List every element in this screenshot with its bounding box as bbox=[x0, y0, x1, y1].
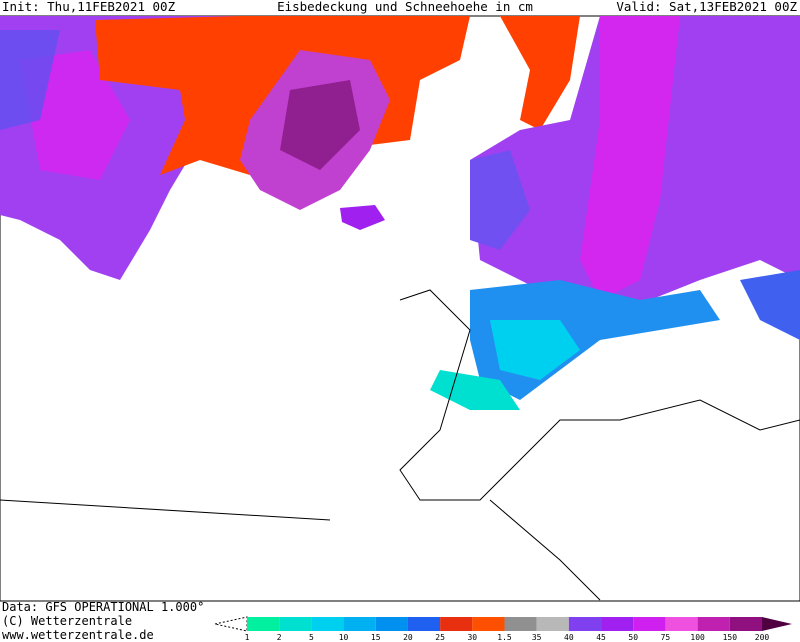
legend-label: 25 bbox=[435, 633, 445, 642]
legend-label: 40 bbox=[564, 633, 574, 642]
legend-swatch bbox=[375, 617, 408, 631]
init-time: Init: Thu,11FEB2021 00Z bbox=[2, 0, 176, 14]
legend-label: 5 bbox=[309, 633, 314, 642]
color-legend: 1 2 5 10 15 20 25 30 1.5 35 40 45 50 75 100 150 200 bbox=[245, 617, 792, 642]
legend-swatch bbox=[440, 617, 473, 631]
map-title: Eisbedeckung und Schneehoehe in cm bbox=[277, 0, 533, 14]
legend-label: 45 bbox=[596, 633, 606, 642]
copyright: (C) Wetterzentrale bbox=[2, 614, 132, 628]
legend-swatch bbox=[601, 617, 634, 631]
legend-swatch bbox=[472, 617, 505, 631]
legend-swatch bbox=[568, 617, 602, 631]
legend-label: 30 bbox=[467, 633, 477, 642]
website: www.wetterzentrale.de bbox=[2, 628, 154, 642]
legend-swatch bbox=[665, 617, 698, 631]
legend-label: 15 bbox=[371, 633, 381, 642]
legend-label: 100 bbox=[690, 633, 705, 642]
legend-label: 150 bbox=[723, 633, 738, 642]
legend-label: 20 bbox=[403, 633, 413, 642]
legend-overflow bbox=[762, 617, 792, 631]
legend-swatch bbox=[504, 617, 537, 631]
legend-label: 10 bbox=[339, 633, 349, 642]
legend-label: 50 bbox=[628, 633, 638, 642]
legend-label: 75 bbox=[661, 633, 671, 642]
legend-label: 1 bbox=[245, 633, 250, 642]
legend-label: 1.5 bbox=[497, 633, 512, 642]
legend-swatch bbox=[311, 617, 344, 631]
legend-swatch bbox=[247, 617, 280, 631]
data-source: Data: GFS OPERATIONAL 1.000° bbox=[2, 600, 204, 614]
legend-swatch bbox=[536, 617, 569, 631]
valid-time: Valid: Sat,13FEB2021 00Z bbox=[616, 0, 797, 14]
legend-swatch bbox=[279, 617, 312, 631]
legend-swatch bbox=[633, 617, 666, 631]
legend-label: 200 bbox=[755, 633, 770, 642]
legend-label: 35 bbox=[532, 633, 542, 642]
legend-swatch bbox=[697, 617, 730, 631]
legend-swatch bbox=[343, 617, 376, 631]
legend-swatch bbox=[407, 617, 441, 631]
legend-label: 2 bbox=[277, 633, 282, 642]
legend-swatch bbox=[729, 617, 762, 631]
legend-underflow bbox=[214, 616, 248, 632]
map-area bbox=[0, 15, 800, 602]
